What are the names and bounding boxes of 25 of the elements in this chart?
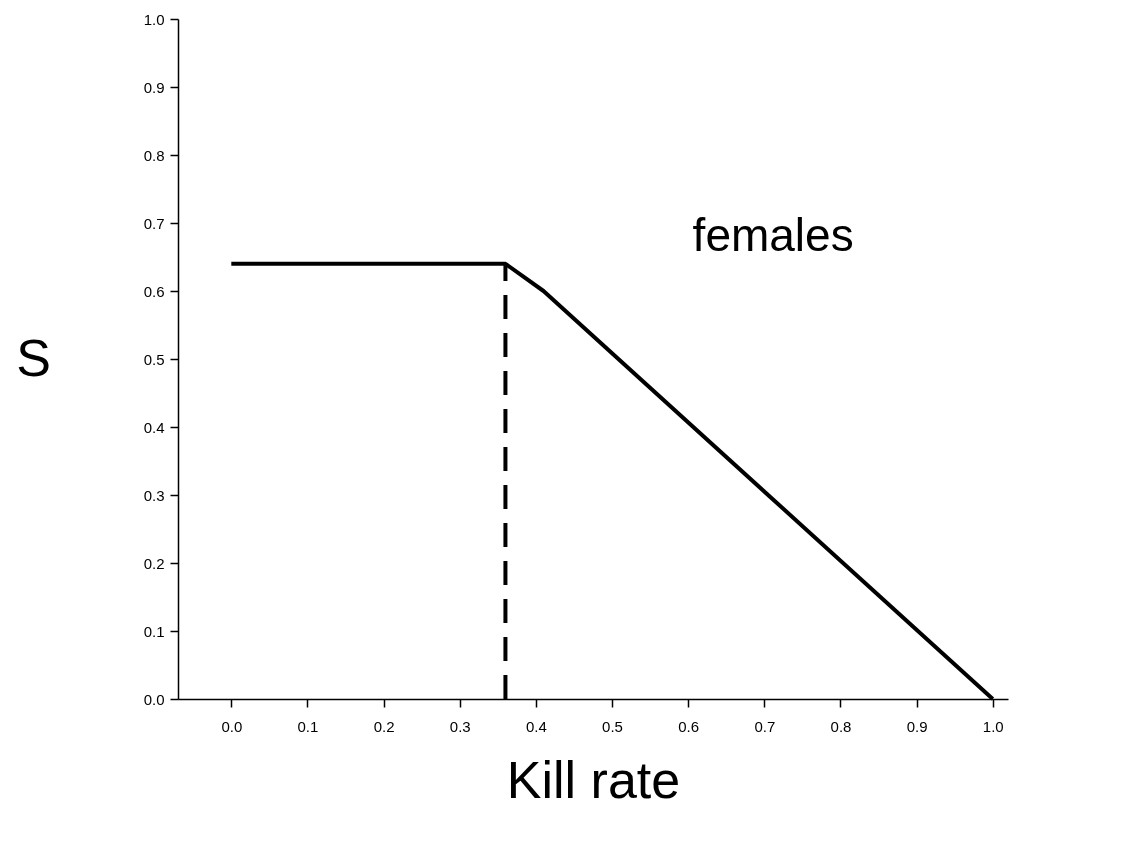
- x-tick-label: 0.0: [221, 717, 243, 735]
- x-tick-label: 0.2: [373, 717, 395, 735]
- x-tick-label: 0.8: [830, 717, 852, 735]
- x-tick-label: 0.6: [678, 717, 700, 735]
- x-tick-label: 0.4: [525, 717, 547, 735]
- y-tick-label: 0.1: [143, 622, 165, 640]
- y-tick-label: 0.0: [143, 690, 165, 708]
- y-tick-label: 0.5: [143, 350, 165, 368]
- x-tick-label: 0.5: [602, 717, 623, 735]
- x-tick-label: 0.1: [297, 717, 319, 735]
- y-axis-title: S: [16, 328, 51, 387]
- x-tick-label: 0.9: [906, 717, 928, 735]
- annotation: females: [692, 208, 854, 261]
- y-tick-label: 0.9: [143, 78, 165, 96]
- y-tick-label: 0.7: [143, 214, 165, 232]
- y-tick-label: 0.6: [143, 282, 165, 300]
- y-tick-label: 0.8: [143, 146, 165, 164]
- y-tick-label: 1.0: [143, 10, 165, 28]
- x-axis-title: Kill rate: [506, 750, 681, 809]
- y-tick-label: 0.2: [143, 554, 165, 572]
- x-tick-label: 1.0: [982, 717, 1004, 735]
- y-tick-label: 0.3: [143, 486, 165, 504]
- y-tick-label: 0.4: [143, 418, 165, 436]
- x-tick-label: 0.7: [754, 717, 776, 735]
- x-tick-label: 0.3: [449, 717, 471, 735]
